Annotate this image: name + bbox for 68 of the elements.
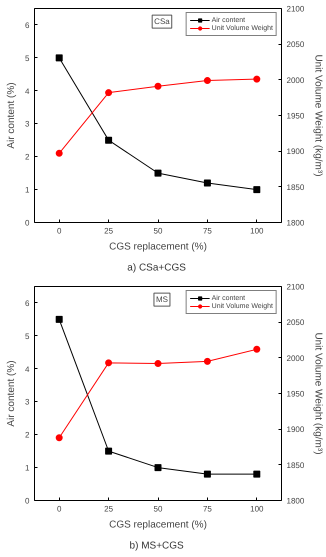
y-tick-label: 6 (25, 20, 30, 30)
point (204, 470, 211, 478)
y-tick-label: 6 (25, 298, 30, 308)
point (204, 77, 211, 84)
point (105, 448, 112, 455)
y2-tick-label: 1800 (286, 496, 305, 506)
point (105, 136, 112, 144)
y-tick-label: 4 (25, 86, 30, 96)
point (154, 360, 162, 368)
y-tick-label: 5 (25, 332, 30, 341)
x-tick-label: 100 (250, 504, 264, 514)
y2-tick-label: 1950 (286, 390, 305, 398)
point (105, 89, 112, 96)
text: b) MS+CGS (130, 540, 184, 552)
y-tick-label: 0 (25, 218, 30, 228)
y2-tick-label: 1850 (286, 460, 305, 470)
y2-tick-label: 2100 (286, 282, 305, 292)
y-tick-label: 2 (25, 430, 30, 440)
point (56, 434, 63, 442)
y-tick-label: 4 (25, 364, 30, 374)
y-tick-label: 1 (25, 186, 30, 195)
point (154, 464, 162, 472)
y-axis-title: Air content (%) (6, 82, 18, 149)
point (56, 316, 63, 323)
point (253, 346, 260, 353)
annotation: CSa (154, 17, 170, 26)
point (253, 470, 260, 478)
x-axis-title: CGS replacement (%) (109, 520, 207, 530)
y2-tick-label: 2100 (286, 4, 305, 14)
x-axis-title: CGS replacement (%) (109, 242, 207, 252)
point (204, 358, 211, 365)
y-axis-title: Air content (%) (6, 360, 18, 427)
x-tick-label: 75 (202, 226, 212, 236)
point (56, 150, 63, 157)
y2-tick-label: 1900 (286, 147, 305, 156)
x-tick-label: 100 (250, 226, 264, 236)
point (154, 82, 162, 90)
x-tick-label: 25 (104, 504, 114, 514)
x-tick-label: 25 (104, 226, 114, 236)
point (56, 54, 63, 62)
x-tick-label: 0 (56, 504, 62, 514)
point (105, 359, 112, 366)
y2-tick-label: 2000 (286, 354, 305, 363)
y-tick-label: 2 (25, 152, 30, 162)
y-tick-label: 1 (25, 464, 30, 473)
y2-axis-title: Unit Volume Weight (kg/m³) (312, 54, 324, 177)
x-tick-label: 50 (154, 226, 163, 236)
y2-tick-label: 2050 (286, 40, 305, 50)
point (253, 186, 260, 194)
x-tick-label: 0 (56, 226, 62, 236)
x-tick-label: 75 (202, 504, 212, 514)
point (154, 170, 162, 177)
y-tick-label: 5 (25, 54, 30, 63)
text: a) CSa+CGS (127, 262, 186, 274)
y2-tick-label: 2000 (286, 76, 305, 85)
y2-tick-label: 1800 (286, 218, 305, 228)
y-tick-label: 0 (25, 496, 30, 506)
y2-axis-title: Unit Volume Weight (kg/m³) (312, 332, 324, 455)
y-tick-label: 3 (25, 398, 30, 407)
x-tick-label: 50 (154, 504, 163, 514)
y2-tick-label: 1900 (286, 425, 305, 434)
y2-tick-label: 1850 (286, 182, 305, 192)
y-tick-label: 3 (25, 120, 30, 129)
y2-tick-label: 1950 (286, 112, 305, 120)
point (253, 76, 260, 83)
annotation: MS (156, 295, 168, 304)
y2-tick-label: 2050 (286, 318, 305, 328)
point (204, 179, 211, 186)
